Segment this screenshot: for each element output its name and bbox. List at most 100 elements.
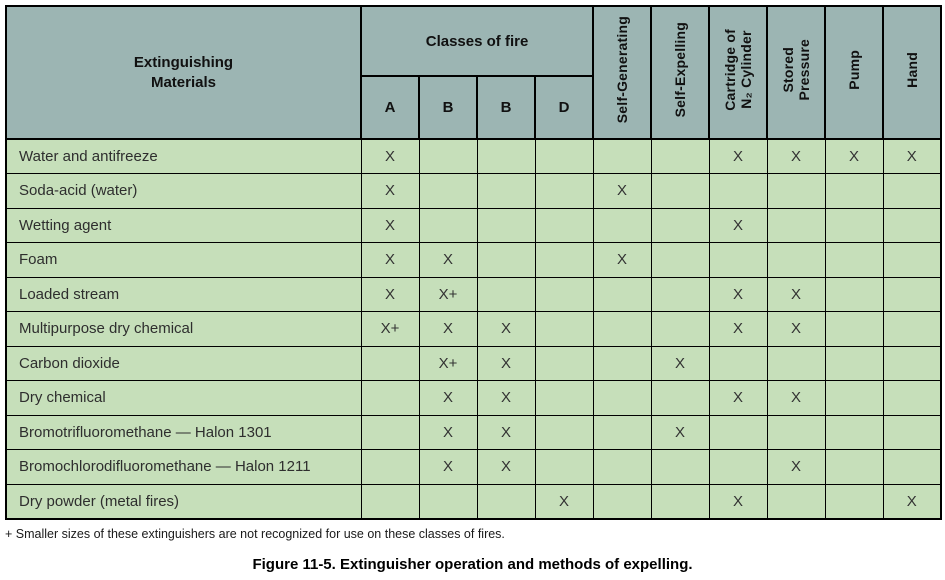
material-name: Carbon dioxide [5, 345, 362, 381]
mark-class-b1 [418, 207, 478, 243]
mark-class-b1: X [418, 311, 478, 347]
mark-self-expelling [650, 207, 710, 243]
table-row: Carbon dioxide X+ X X [5, 345, 942, 381]
mark-class-d [534, 449, 594, 485]
mark-self-generating [592, 345, 652, 381]
table-row: Soda-acid (water) X X [5, 173, 942, 209]
mark-class-a [360, 414, 420, 450]
mark-class-a: X [360, 173, 420, 209]
footnote: + Smaller sizes of these extinguishers a… [5, 527, 505, 541]
mark-cartridge-n2-cylinder: X [708, 380, 768, 416]
material-name: Loaded stream [5, 276, 362, 312]
mark-stored-pressure [766, 207, 826, 243]
mark-cartridge-n2-cylinder: X [708, 276, 768, 312]
mark-class-a: X [360, 276, 420, 312]
mark-cartridge-n2-cylinder [708, 414, 768, 450]
column-header-cartridge-n2-cylinder: Cartridge of N₂ Cylinder [708, 5, 769, 140]
mark-pump: X [824, 138, 884, 174]
mark-self-generating [592, 449, 652, 485]
mark-stored-pressure [766, 242, 826, 278]
mark-cartridge-n2-cylinder [708, 173, 768, 209]
mark-cartridge-n2-cylinder: X [708, 311, 768, 347]
mark-class-a: X [360, 138, 420, 174]
mark-cartridge-n2-cylinder: X [708, 138, 768, 174]
mark-class-b1 [418, 483, 478, 519]
material-name: Dry chemical [5, 380, 362, 416]
mark-self-generating [592, 483, 652, 519]
mark-self-generating [592, 276, 652, 312]
column-header-self-expelling: Self-Expelling [650, 5, 711, 140]
mark-class-b2: X [476, 345, 536, 381]
mark-hand [882, 173, 942, 209]
mark-stored-pressure: X [766, 380, 826, 416]
mark-cartridge-n2-cylinder: X [708, 207, 768, 243]
mark-class-b2 [476, 276, 536, 312]
material-name: Water and antifreeze [5, 138, 362, 174]
pump-label: Pump [846, 50, 862, 90]
mark-hand [882, 414, 942, 450]
mark-pump [824, 311, 884, 347]
mark-stored-pressure [766, 345, 826, 381]
mark-class-b1: X [418, 449, 478, 485]
mark-self-expelling [650, 449, 710, 485]
mark-self-expelling [650, 483, 710, 519]
mark-pump [824, 345, 884, 381]
mark-self-expelling [650, 173, 710, 209]
mark-class-b1 [418, 138, 478, 174]
table-row: Bromotrifluoromethane — Halon 1301 X X X [5, 414, 942, 450]
mark-self-generating: X [592, 173, 652, 209]
mark-class-b2 [476, 242, 536, 278]
column-header-class-a: A [360, 75, 420, 140]
material-name: Multipurpose dry chemical [5, 311, 362, 347]
mark-class-b1: X [418, 380, 478, 416]
table-row: Wetting agent X X [5, 207, 942, 243]
mark-self-expelling [650, 380, 710, 416]
mark-hand [882, 311, 942, 347]
mark-cartridge-n2-cylinder: X [708, 483, 768, 519]
mark-class-d [534, 276, 594, 312]
mark-pump [824, 414, 884, 450]
mark-self-expelling [650, 138, 710, 174]
column-header-class-d: D [533, 75, 595, 140]
mark-stored-pressure: X [766, 311, 826, 347]
mark-class-a: X+ [360, 311, 420, 347]
mark-class-d [534, 345, 594, 381]
mark-hand [882, 449, 942, 485]
mark-class-d [534, 414, 594, 450]
table-row: Multipurpose dry chemical X+ X X X X [5, 311, 942, 347]
table-header: Extinguishing Materials Classes of fire … [5, 5, 943, 140]
table-row: Dry chemical X X X X [5, 380, 942, 416]
mark-hand [882, 380, 942, 416]
mark-class-a [360, 449, 420, 485]
mark-hand [882, 276, 942, 312]
mark-stored-pressure [766, 414, 826, 450]
mark-class-d [534, 138, 594, 174]
mark-class-b2 [476, 173, 536, 209]
mark-hand [882, 242, 942, 278]
mark-hand [882, 345, 942, 381]
mark-class-b2: X [476, 380, 536, 416]
figure-caption: Figure 11-5. Extinguisher operation and … [252, 556, 693, 573]
material-name: Foam [5, 242, 362, 278]
hand-label: Hand [904, 52, 920, 88]
column-header-class-b1: B [418, 75, 478, 140]
mark-class-b2: X [476, 414, 536, 450]
mark-class-b1 [418, 173, 478, 209]
mark-class-b2: X [476, 449, 536, 485]
mark-pump [824, 173, 884, 209]
mark-class-b1: X [418, 414, 478, 450]
mark-cartridge-n2-cylinder [708, 345, 768, 381]
table-row: Foam X X X [5, 242, 942, 278]
mark-class-b1: X+ [418, 276, 478, 312]
mark-stored-pressure [766, 173, 826, 209]
mark-pump [824, 483, 884, 519]
column-header-class-b2: B [476, 75, 536, 140]
mark-class-d [534, 173, 594, 209]
mark-pump [824, 207, 884, 243]
mark-self-expelling: X [650, 345, 710, 381]
mark-pump [824, 449, 884, 485]
material-name: Soda-acid (water) [5, 173, 362, 209]
mark-class-a: X [360, 242, 420, 278]
mark-hand [882, 207, 942, 243]
